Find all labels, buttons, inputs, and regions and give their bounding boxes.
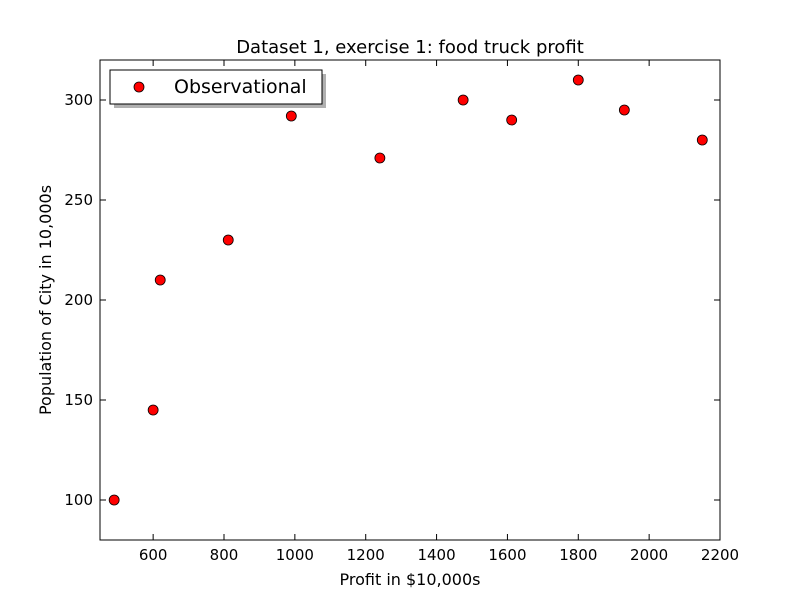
x-tick-label: 2000 [630, 546, 668, 564]
data-point [108, 494, 120, 506]
y-axis-label: Population of City in 10,000s [36, 185, 55, 415]
x-tick-label: 800 [210, 546, 239, 564]
chart-title: Dataset 1, exercise 1: food truck profit [236, 37, 584, 58]
legend-box [109, 69, 323, 105]
data-point [285, 110, 297, 122]
plot-frame [99, 59, 721, 541]
y-tick-label: 200 [64, 291, 93, 309]
data-point [222, 234, 234, 246]
data-point [696, 134, 708, 146]
y-tick-label: 300 [64, 91, 93, 109]
data-point [154, 274, 166, 286]
data-point [506, 114, 518, 126]
legend-marker [133, 81, 145, 93]
y-tick-label: 100 [64, 491, 93, 509]
x-tick-label: 1400 [417, 546, 455, 564]
legend: Observational [109, 69, 326, 108]
data-point [457, 94, 469, 106]
y-tick-label: 150 [64, 391, 93, 409]
data-points [108, 74, 708, 506]
data-point [618, 104, 630, 116]
data-point [147, 404, 159, 416]
y-tick-label: 250 [64, 191, 93, 209]
data-point [572, 74, 584, 86]
x-tick-label: 1800 [559, 546, 597, 564]
x-tick-label: 1000 [276, 546, 314, 564]
x-tick-label: 1600 [488, 546, 526, 564]
x-tick-label: 600 [139, 546, 168, 564]
x-axis-label: Profit in $10,000s [340, 570, 481, 589]
legend-label: Observational [174, 76, 307, 98]
x-tick-label: 2200 [701, 546, 739, 564]
data-point [374, 152, 386, 164]
x-tick-label: 1200 [347, 546, 385, 564]
axis-ticks: 600 800 1000 1200 1400 1600 1800 2000 2200 100 150… [64, 60, 739, 564]
